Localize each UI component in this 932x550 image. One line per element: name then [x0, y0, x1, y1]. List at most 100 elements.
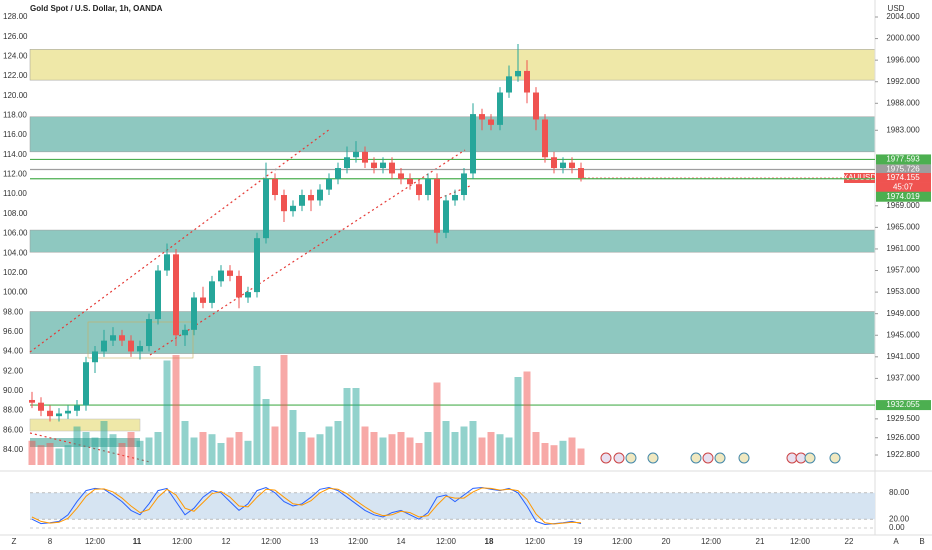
- volume-bar: [478, 437, 486, 465]
- candle-body: [209, 281, 215, 303]
- candle-body: [38, 402, 44, 411]
- candle-body: [560, 162, 566, 169]
- volume-bar: [37, 445, 45, 465]
- event-icon: [690, 452, 702, 464]
- y2-tick-label: 106.00: [3, 229, 28, 238]
- volume-bar: [181, 421, 189, 465]
- volume-bar: [559, 440, 567, 465]
- volume-bar: [298, 432, 306, 465]
- event-icons: [600, 452, 841, 464]
- price-tag-label: 1977.593: [886, 155, 920, 164]
- volume-bar: [91, 437, 99, 465]
- y2-tick-label: 110.00: [3, 189, 27, 198]
- y-tick-label: 1992.000: [886, 77, 920, 86]
- x-tick-label: 12:00: [612, 537, 633, 546]
- candle-body: [353, 151, 359, 158]
- volume-bar: [442, 421, 450, 465]
- candle-body: [137, 346, 143, 352]
- volume-bar: [496, 434, 504, 465]
- volume-bar: [208, 434, 216, 465]
- volume-bar: [73, 426, 81, 465]
- y2-tick-label: 124.00: [3, 51, 28, 60]
- candle-body: [290, 205, 296, 212]
- x-tick-label: 12:00: [172, 537, 193, 546]
- candle-body: [416, 184, 422, 196]
- candle-body: [488, 119, 494, 125]
- candle-body: [362, 151, 368, 163]
- small-zone: [29, 418, 141, 432]
- y2-tick-label: 118.00: [3, 111, 27, 120]
- volume-bar: [451, 432, 459, 465]
- candle-body: [146, 319, 152, 347]
- volume-bar: [199, 432, 207, 465]
- volume-bar: [523, 371, 531, 465]
- volume-bar: [118, 443, 126, 465]
- candle-body: [578, 168, 584, 178]
- x-tick-label: 20: [662, 537, 671, 546]
- y2-tick-label: 98.00: [3, 307, 24, 316]
- x-tick-label: 11: [133, 537, 142, 546]
- candle-body: [542, 119, 548, 158]
- volume-bar: [271, 426, 279, 465]
- candle-body: [218, 270, 224, 282]
- x-tick-label: 8: [48, 537, 53, 546]
- candle-body: [173, 254, 179, 336]
- volume-bar: [28, 440, 36, 465]
- event-icon: [600, 452, 612, 464]
- y-tick-label: 1957.000: [886, 266, 920, 275]
- layers: [29, 49, 876, 354]
- candle-body: [164, 254, 170, 271]
- volume-bar: [217, 443, 225, 465]
- y2-tick-label: 122.00: [3, 71, 28, 80]
- event-icon: [613, 452, 625, 464]
- currency: USD: [888, 4, 905, 13]
- volume-bar: [136, 440, 144, 465]
- volume-bar: [145, 437, 153, 465]
- event-icon: [804, 452, 816, 464]
- volume-bar: [280, 355, 288, 465]
- oscillator-tick-label: 20.00: [889, 514, 910, 523]
- candle-body: [272, 178, 278, 196]
- volume-bar: [505, 437, 513, 465]
- countdown-tag: [876, 182, 931, 192]
- y-tick-label: 1945.000: [886, 330, 920, 339]
- price-tag: [876, 191, 931, 202]
- volume-bar: [379, 437, 387, 465]
- candle-body: [371, 162, 377, 169]
- volume-bar: [154, 432, 162, 465]
- x-tick-label: 12: [222, 537, 231, 546]
- candle-body: [551, 157, 557, 169]
- x-tick-label: Z: [12, 537, 17, 546]
- volume-bar: [532, 432, 540, 465]
- volume-bar: [343, 388, 351, 465]
- volume-bar: [64, 445, 72, 465]
- x-tick-label: 12:00: [261, 537, 282, 546]
- candle-body: [29, 399, 35, 403]
- candle-body: [407, 178, 413, 185]
- candle-body: [452, 195, 458, 201]
- x-tick-label: B: [919, 537, 924, 546]
- y2-tick-label: 112.00: [3, 170, 27, 179]
- candle-body: [200, 297, 206, 303]
- oscillator-tick-label: 80.00: [889, 488, 910, 497]
- y-tick-label: 1953.000: [886, 287, 920, 296]
- candle-body: [308, 195, 314, 201]
- x-tick-label: 12:00: [701, 537, 722, 546]
- x-tick-label: 12:00: [436, 537, 457, 546]
- candle-body: [281, 195, 287, 212]
- candle-body: [443, 200, 449, 233]
- candle-body: [182, 329, 188, 336]
- event-icon: [647, 452, 659, 464]
- y-tick-label: 1988.000: [886, 98, 920, 107]
- x-tick-label: 12:00: [790, 537, 811, 546]
- zone: [29, 116, 876, 153]
- volume-bar: [55, 448, 63, 465]
- y2-tick-label: 84.00: [3, 445, 24, 454]
- zone: [29, 311, 876, 354]
- x-tick-label: 14: [397, 537, 406, 546]
- candle-body: [119, 335, 125, 341]
- candle-body: [515, 70, 521, 77]
- x-tick-label: 21: [756, 537, 765, 546]
- x-tick-label: 19: [574, 537, 583, 546]
- y2-tick-label: 92.00: [3, 366, 24, 375]
